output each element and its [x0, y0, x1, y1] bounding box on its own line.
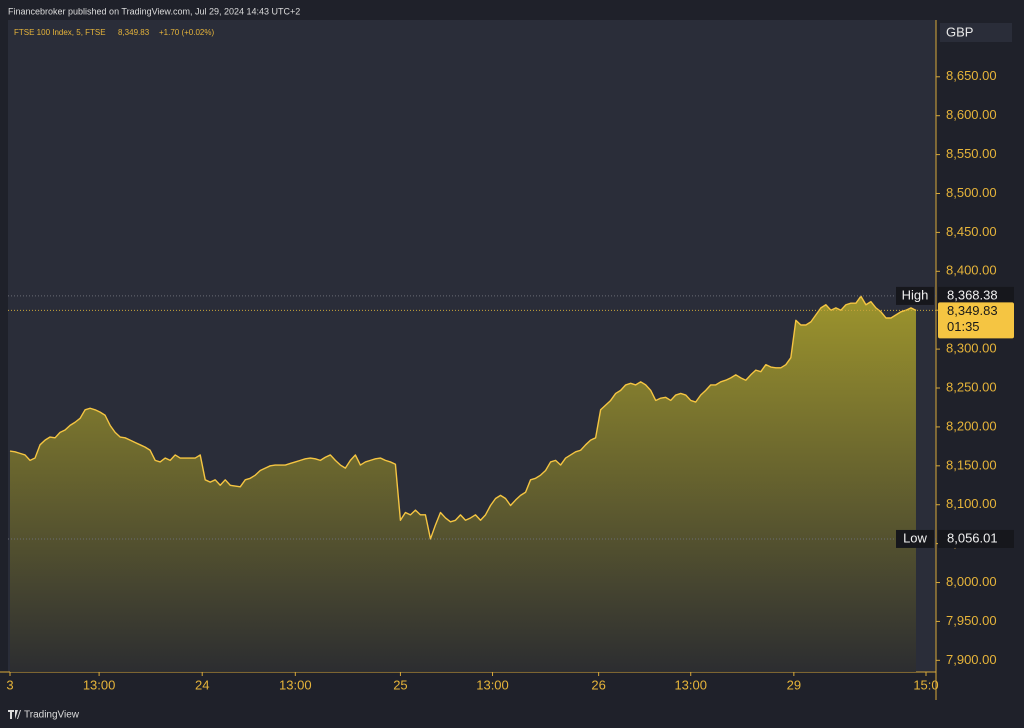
- x-tick-label: 29: [787, 677, 801, 692]
- x-tick-label: 15:0: [913, 677, 938, 692]
- area-fill: [10, 296, 916, 672]
- y-tick-label: 7,950.00: [946, 613, 997, 628]
- y-tick-label: 8,650.00: [946, 68, 997, 83]
- last-countdown: 01:35: [947, 319, 980, 334]
- legend-change: +1.70 (+0.02%): [159, 28, 214, 37]
- x-tick-label: 3: [6, 677, 13, 692]
- y-tick-label: 8,150.00: [946, 457, 997, 472]
- legend-title: FTSE 100 Index, 5, FTSE: [14, 28, 106, 37]
- y-tick-label: 8,000.00: [946, 574, 997, 589]
- low-value-box: [938, 529, 1014, 548]
- y-tick-label: 8,550.00: [946, 146, 997, 161]
- low-name: Low: [903, 530, 927, 545]
- y-tick-label: 8,250.00: [946, 379, 997, 394]
- y-tick-label: 8,450.00: [946, 224, 997, 239]
- price-line: [9, 295, 917, 540]
- y-tick-label: 8,200.00: [946, 418, 997, 433]
- x-tick-label: 13:00: [279, 677, 312, 692]
- y-tick-label: 8,400.00: [946, 263, 997, 278]
- y-tick-label: 7,900.00: [946, 652, 997, 667]
- x-tick-label: 13:00: [674, 677, 707, 692]
- currency-box: [940, 23, 1012, 42]
- y-tick-label: 8,300.00: [946, 341, 997, 356]
- legend-price: 8,349.83: [118, 28, 150, 37]
- high-name-box: [896, 286, 934, 305]
- footer: TradingView: [24, 710, 80, 721]
- x-tick-label: 13:00: [83, 677, 116, 692]
- header: Financebroker published on TradingView.c…: [8, 6, 300, 16]
- x-tick-label: 24: [195, 677, 209, 692]
- logo: [8, 710, 21, 719]
- high-value-box: [938, 286, 1014, 305]
- low-name-box: [896, 529, 934, 548]
- y-tick-label: 8,500.00: [946, 185, 997, 200]
- x-tick-label: 26: [591, 677, 605, 692]
- last-value: 8,349.83: [947, 303, 998, 318]
- high-value: 8,368.38: [947, 287, 998, 302]
- x-tick-label: 13:00: [476, 677, 509, 692]
- currency: GBP: [946, 24, 973, 39]
- last-box: [938, 302, 1014, 339]
- x-tick-label: 25: [393, 677, 407, 692]
- low-value: 8,056.01: [947, 530, 998, 545]
- y-tick-label: 8,600.00: [946, 107, 997, 122]
- high-name: High: [902, 287, 929, 302]
- y-tick-label: 8,100.00: [946, 496, 997, 511]
